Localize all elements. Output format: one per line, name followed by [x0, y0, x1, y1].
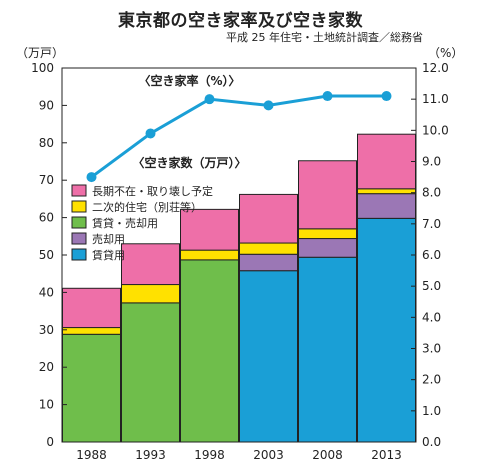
legend-label-rental: 賃貸用	[92, 248, 125, 262]
x-tick-label: 2008	[312, 448, 343, 462]
legend-label-secondary: 二次的住宅（別荘等）	[92, 200, 202, 214]
bar-segment-secondary-1993	[121, 284, 180, 304]
right-tick-label: 10.0	[422, 123, 449, 137]
line-point-1993	[145, 128, 156, 139]
line-series-label: 〈空き家率（%）〉	[138, 73, 240, 88]
right-axis-unit: （%）	[428, 46, 464, 60]
left-axis-unit: （万戸）	[16, 46, 65, 60]
x-tick-label: 1988	[76, 448, 107, 462]
bar-segment-long_term-1988	[62, 287, 121, 329]
line-point-1988	[86, 172, 97, 183]
bar-segment-secondary-2013	[357, 188, 416, 195]
bar-segment-long_term-2013	[357, 133, 416, 190]
bar-segment-rental-2003	[239, 270, 298, 443]
chart-title: 東京都の空き家率及び空き家数	[118, 11, 363, 31]
bar-segment-secondary-1988	[62, 327, 121, 335]
x-tick-label: 1993	[135, 448, 166, 462]
left-tick-label: 50	[39, 248, 54, 262]
left-tick-label: 90	[39, 98, 54, 112]
line-point-2013	[381, 91, 392, 102]
chart-subtitle: 平成 25 年住宅・土地統計調査／総務省	[226, 31, 423, 44]
right-tick-label: 12.0	[422, 61, 449, 75]
right-tick-label: 0.0	[422, 435, 441, 449]
left-tick-label: 80	[39, 136, 54, 150]
right-tick-label: 5.0	[422, 279, 441, 293]
legend-swatch-for_sale	[71, 232, 87, 245]
right-tick-label: 6.0	[422, 248, 441, 262]
bar-segment-for_sale-2013	[357, 193, 416, 219]
bar-segment-rental_sale_combined-1988	[62, 333, 121, 443]
right-tick-label: 1.0	[422, 404, 441, 418]
bar-segment-long_term-1993	[121, 243, 180, 286]
left-tick-label: 20	[39, 360, 54, 374]
left-tick-label: 40	[39, 285, 54, 299]
x-tick-label: 2013	[371, 448, 402, 462]
x-tick-label: 1998	[194, 448, 225, 462]
line-series-vacancy-rate	[90, 94, 387, 179]
right-tick-label: 9.0	[422, 155, 441, 169]
bar-segment-rental-2013	[357, 217, 416, 443]
legend-label-rental_sale_combined: 賃貸・売却用	[92, 216, 158, 230]
bar-segment-for_sale-2003	[239, 253, 298, 272]
legend-label-for_sale: 売却用	[92, 233, 125, 246]
legend-swatch-long_term	[71, 184, 87, 197]
bar-segment-secondary-2003	[239, 242, 298, 255]
bar-segment-long_term-1998	[180, 208, 239, 251]
right-tick-label: 8.0	[422, 186, 441, 200]
line-point-2008	[322, 91, 333, 102]
bar-segment-secondary-1998	[180, 249, 239, 261]
bar-segment-long_term-2003	[239, 193, 298, 244]
legend-swatch-rental_sale_combined	[71, 216, 87, 229]
left-tick-label: 10	[39, 398, 54, 412]
bar-series-label: 〈空き家数（万戸）〉	[132, 155, 246, 170]
right-tick-label: 7.0	[422, 217, 441, 231]
bar-segment-for_sale-2008	[298, 238, 357, 258]
legend-swatch-secondary	[71, 200, 87, 213]
right-tick-label: 3.0	[422, 342, 441, 356]
bar-segment-rental_sale_combined-1998	[180, 259, 239, 443]
bar-segment-secondary-2008	[298, 228, 357, 240]
left-tick-label: 70	[39, 173, 54, 187]
left-tick-label: 60	[39, 211, 54, 225]
line-point-2003	[263, 100, 274, 111]
line-point-1998	[204, 94, 215, 105]
right-tick-label: 11.0	[422, 92, 449, 106]
left-tick-label: 30	[39, 323, 54, 337]
bar-segment-rental-2008	[298, 256, 357, 443]
legend-swatch-rental	[71, 248, 87, 261]
bar-segment-long_term-2008	[298, 160, 357, 230]
legend-label-long_term: 長期不在・取り壊し予定	[92, 184, 213, 198]
left-tick-label: 100	[31, 61, 54, 75]
right-tick-label: 4.0	[422, 310, 441, 324]
bar-segment-rental_sale_combined-1993	[121, 302, 180, 443]
right-tick-label: 2.0	[422, 373, 441, 387]
x-tick-label: 2003	[253, 448, 284, 462]
left-tick-label: 0	[46, 435, 54, 449]
